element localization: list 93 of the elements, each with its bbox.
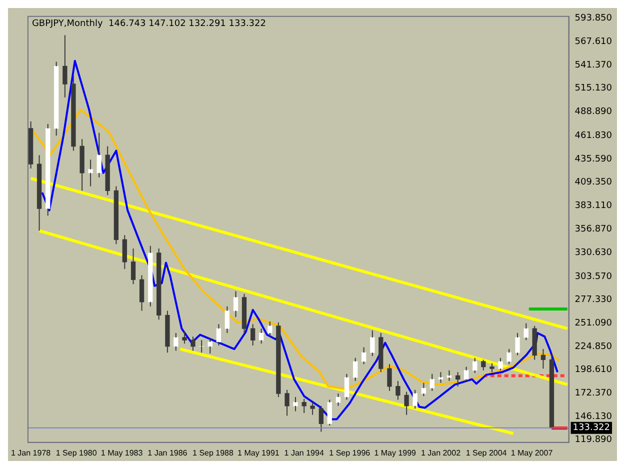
y-tick-label: 409.350 [574, 178, 612, 188]
candlestick [318, 405, 324, 432]
candlestick [258, 328, 264, 344]
x-tick-label: 1 Jan 1994 [284, 448, 324, 458]
candlestick [208, 338, 212, 354]
candlestick [233, 290, 238, 318]
candlestick [284, 389, 290, 416]
candlestick [80, 138, 84, 192]
x-tick-label: 1 May 2007 [510, 448, 554, 458]
candlestick [165, 310, 170, 354]
candlestick [250, 324, 256, 346]
candlestick [498, 357, 503, 371]
candlestick [62, 34, 68, 98]
candlestick [490, 362, 494, 373]
y-tick-label: 435.590 [574, 154, 612, 164]
candlestick [114, 186, 119, 245]
y-tick-label: 541.370 [574, 60, 612, 70]
x-tick-label: 1 Sep 2004 [466, 448, 508, 458]
y-tick-label: 356.870 [574, 224, 612, 234]
candlestick [293, 396, 298, 412]
candlestick [455, 372, 460, 387]
candlestick [310, 402, 315, 416]
candlestick [216, 324, 222, 346]
candlestick [268, 320, 272, 338]
candlestick [182, 330, 187, 344]
candlestick [327, 399, 332, 426]
candlestick [224, 306, 230, 334]
candlestick [532, 325, 537, 360]
candlestick [122, 234, 127, 270]
x-tick-label: 1 Sep 1980 [56, 448, 98, 458]
candlestick [370, 330, 375, 357]
candlestick [361, 346, 366, 365]
candlestick [190, 336, 196, 352]
y-tick-label: 461.830 [574, 131, 612, 142]
candlestick [353, 357, 358, 382]
y-tick-label: 146.130 [574, 412, 612, 422]
x-tick-label: 1 May 1999 [374, 448, 417, 458]
y-tick-label: 515.130 [574, 84, 612, 94]
candlestick [438, 372, 444, 384]
candlestick [71, 74, 76, 152]
candlestick [54, 61, 59, 136]
candlestick [404, 391, 409, 416]
candlestick [336, 392, 341, 406]
candlestick [242, 293, 247, 334]
x-tick-label: 1 Jan 1978 [11, 448, 52, 458]
candlestick [148, 245, 153, 307]
candlestick [139, 274, 144, 312]
y-tick-label: 172.370 [574, 388, 612, 398]
candlestick [344, 373, 350, 400]
candlestick [36, 154, 42, 232]
candlestick [481, 359, 486, 371]
x-tick-label: 1 Jan 2002 [420, 448, 462, 458]
chart-title: GBPJPY,Monthly 146.743 147.102 132.291 133.322 [32, 19, 266, 30]
x-tick-label: 1 Jan 1986 [148, 448, 188, 458]
candlestick [46, 124, 50, 216]
candlestick [174, 332, 178, 352]
candlestick [464, 366, 469, 382]
ref-line-label: 133.322 [572, 423, 610, 434]
y-tick-label: 303.570 [574, 272, 612, 282]
y-tick-label: 251.090 [574, 318, 612, 328]
y-tick-label: 567.610 [574, 36, 612, 47]
y-tick-label: 224.850 [574, 342, 612, 352]
x-tick-label: 1 May 1983 [100, 448, 144, 458]
candlestick [506, 348, 512, 365]
candlestick [396, 380, 400, 400]
y-tick-label: 383.110 [574, 201, 612, 212]
candlestick [412, 389, 418, 410]
candlestick [105, 146, 110, 196]
candlestick [524, 322, 528, 341]
candlestick [387, 364, 392, 392]
x-tick-label: 1 May 1991 [238, 448, 280, 458]
candlestick [276, 322, 281, 398]
candlestick [421, 382, 426, 397]
candlestick [88, 159, 93, 187]
y-tick-label: 330.630 [574, 248, 612, 258]
candlestick [540, 348, 546, 370]
candlestick [28, 120, 34, 169]
y-tick-label: 119.890 [574, 435, 612, 446]
x-tick-label: 1 Sep 1988 [192, 448, 234, 458]
candlestick [446, 370, 452, 382]
candlestick [156, 248, 162, 320]
y-tick-label: 198.610 [574, 365, 612, 376]
y-tick-label: 488.890 [574, 107, 612, 117]
x-tick-label: 1 Sep 1996 [329, 448, 371, 458]
candlestick [378, 332, 384, 373]
y-tick-label: 593.850 [574, 14, 612, 24]
candlestick [302, 398, 306, 414]
candlestick [96, 132, 102, 178]
y-tick-label: 277.330 [574, 295, 612, 306]
candlestick [515, 332, 520, 356]
candlestick [430, 373, 434, 392]
candlestick [472, 357, 478, 374]
candlestick [130, 248, 136, 285]
